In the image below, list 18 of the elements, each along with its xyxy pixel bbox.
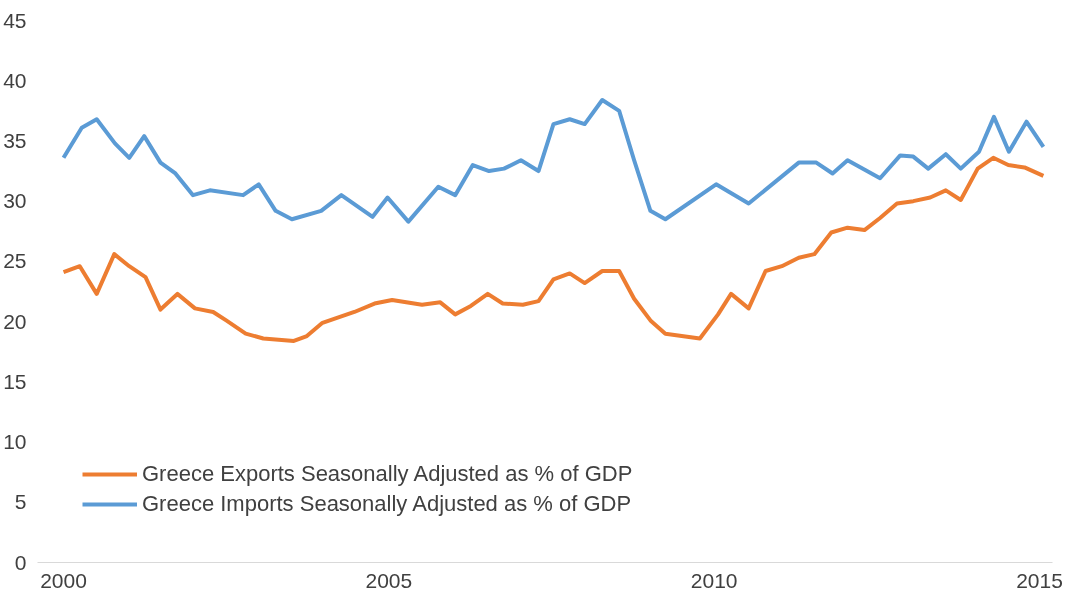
y-tick-label: 20 [3, 309, 27, 333]
y-tick-label: 40 [3, 68, 27, 92]
line-series [61, 155, 1046, 343]
line-series [61, 97, 1046, 224]
legend-label: Greece Exports Seasonally Adjusted as % of GDP [142, 461, 633, 487]
y-tick-label: 5 [14, 490, 27, 514]
y-tick-label: 25 [3, 249, 27, 273]
y-tick-label: 45 [3, 8, 27, 32]
y-tick-label: 15 [3, 369, 27, 393]
y-tick-label: 0 [14, 550, 27, 574]
x-tick-label: 2000 [40, 568, 87, 590]
x-tick-label: 2005 [365, 568, 413, 590]
y-tick-label: 35 [3, 128, 27, 152]
y-tick-label: 30 [3, 189, 27, 213]
y-tick-label: 10 [3, 430, 27, 454]
legend-label: Greece Imports Seasonally Adjusted as % of GDP [142, 491, 632, 517]
x-tick-label: 2015 [1016, 568, 1063, 590]
x-tick-label: 2010 [690, 568, 738, 590]
